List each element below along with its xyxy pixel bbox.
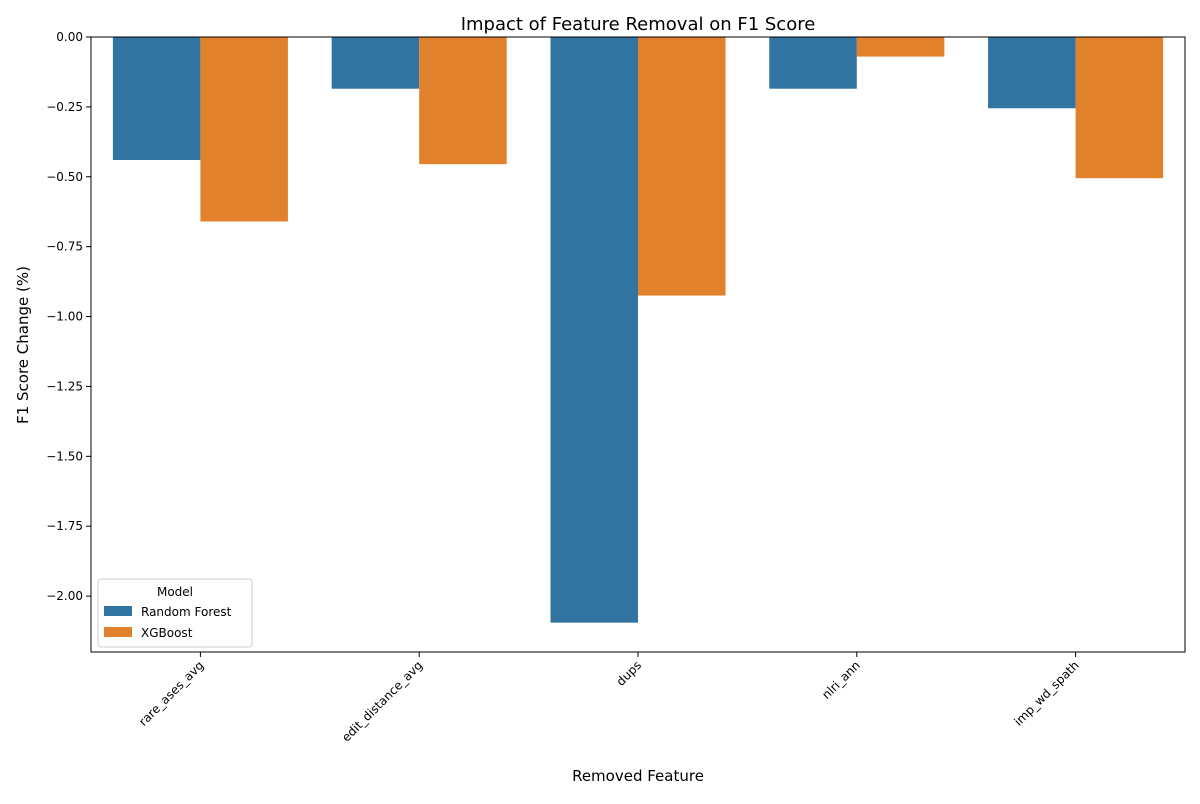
x-tick-label: dups (614, 658, 644, 688)
bar-xgboost-edit-distance-avg (419, 37, 507, 165)
legend-box (97, 578, 253, 648)
y-tick-label: −0.50 (46, 170, 83, 184)
legend-swatch-random-forest (104, 606, 132, 616)
legend-title: Model (157, 585, 193, 599)
y-axis-label: F1 Score Change (%) (14, 266, 32, 424)
y-tick-label: −2.00 (46, 589, 83, 603)
legend-label: Random Forest (141, 605, 232, 619)
bar-xgboost-dups (638, 37, 726, 296)
y-tick-label: 0.00 (56, 30, 83, 44)
bar-random-forest-rare-ases-avg (112, 37, 201, 160)
bars-group (112, 37, 1164, 623)
x-axis: rare_ases_avg edit_distance_avg dups nlri_a… (136, 652, 1082, 744)
bar-random-forest-nlri-ann (769, 37, 857, 89)
bar-xgboost-rare-ases-avg (200, 37, 288, 222)
bar-random-forest-dups (550, 37, 638, 623)
y-tick-label: −1.75 (46, 519, 83, 533)
y-tick-label: −1.50 (46, 449, 83, 463)
chart-title: Impact of Feature Removal on F1 Score (461, 14, 816, 35)
y-tick-label: −0.25 (46, 100, 83, 114)
x-tick-label: rare_ases_avg (136, 658, 206, 728)
bar-random-forest-imp-wd-spath (988, 37, 1076, 109)
bar-xgboost-imp-wd-spath (1075, 37, 1164, 179)
plot-frame (90, 36, 1186, 653)
x-tick-label: edit_distance_avg (339, 658, 425, 744)
x-tick-label: imp_wd_spath (1011, 658, 1081, 728)
x-axis-label: Removed Feature (572, 767, 704, 785)
bar-xgboost-nlri-ann (856, 37, 945, 57)
x-tick-label: nlri_ann (819, 658, 863, 702)
y-tick-label: −1.00 (46, 310, 83, 324)
legend-swatch-xgboost (104, 627, 132, 637)
y-tick-label: −1.25 (46, 379, 83, 393)
bar-random-forest-edit-distance-avg (331, 37, 420, 89)
y-tick-label: −0.75 (46, 240, 83, 254)
y-axis: 0.00 −0.25 −0.50 −0.75 −1.00 −1.25 −1.50 −1.75 −… (46, 30, 91, 603)
legend: Model Random Forest XGBoost (97, 578, 253, 648)
legend-label: XGBoost (141, 626, 193, 640)
